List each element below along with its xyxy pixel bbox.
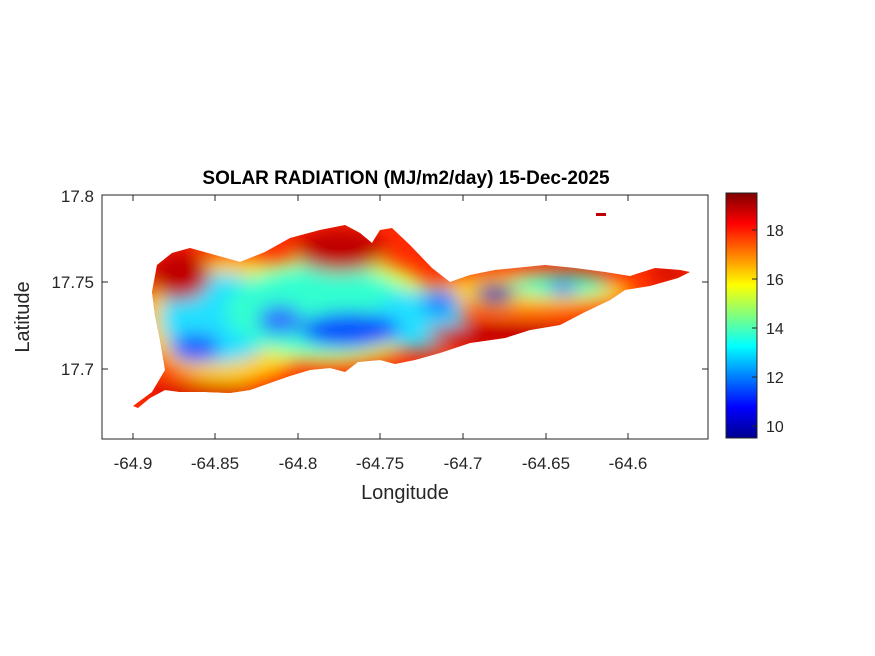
heat-cell-blue-east [422, 288, 458, 316]
axes-frame [101, 194, 709, 440]
x-axis-label: Longitude [361, 482, 449, 504]
heat-cell-blue-mid [258, 305, 302, 335]
y-tick-label: 17.8 [61, 187, 94, 206]
x-tick-label: -64.65 [522, 454, 570, 473]
x-axis: -64.9 -64.85 -64.8 -64.75 -64.7 -64.65 -… [114, 195, 648, 473]
heat-cell-blue-central [300, 312, 400, 348]
colorbar-tick-label: 14 [766, 321, 784, 338]
chart-title: SOLAR RADIATION (MJ/m2/day) 15-Dec-2025 [202, 168, 610, 189]
heat-cell-blue-far-east [549, 281, 577, 295]
colorbar-gradient [725, 192, 758, 439]
heat-cell-blue-southwest [170, 333, 220, 363]
x-tick-label: -64.7 [444, 454, 483, 473]
colorbar-tick-label: 12 [766, 370, 784, 387]
x-tick-label: -64.6 [609, 454, 648, 473]
colorbar: 10 12 14 16 18 [725, 192, 784, 439]
heat-cell-red-north [295, 228, 385, 272]
colorbar-tick-label: 16 [766, 272, 784, 289]
x-tick-label: -64.9 [114, 454, 153, 473]
x-tick-label: -64.85 [191, 454, 239, 473]
offshore-islet [596, 213, 606, 216]
colorbar-tick-label: 18 [766, 223, 784, 240]
heat-cell-red-northwest [150, 250, 210, 300]
y-axis: 17.7 17.75 17.8 [51, 187, 708, 379]
colorbar-tick-label: 10 [766, 419, 784, 436]
x-tick-label: -64.75 [356, 454, 404, 473]
y-tick-label: 17.75 [51, 273, 94, 292]
heat-cell-navy-northeast [475, 284, 515, 304]
y-tick-label: 17.7 [61, 360, 94, 379]
y-axis-label: Latitude [12, 281, 34, 352]
x-tick-label: -64.8 [279, 454, 318, 473]
